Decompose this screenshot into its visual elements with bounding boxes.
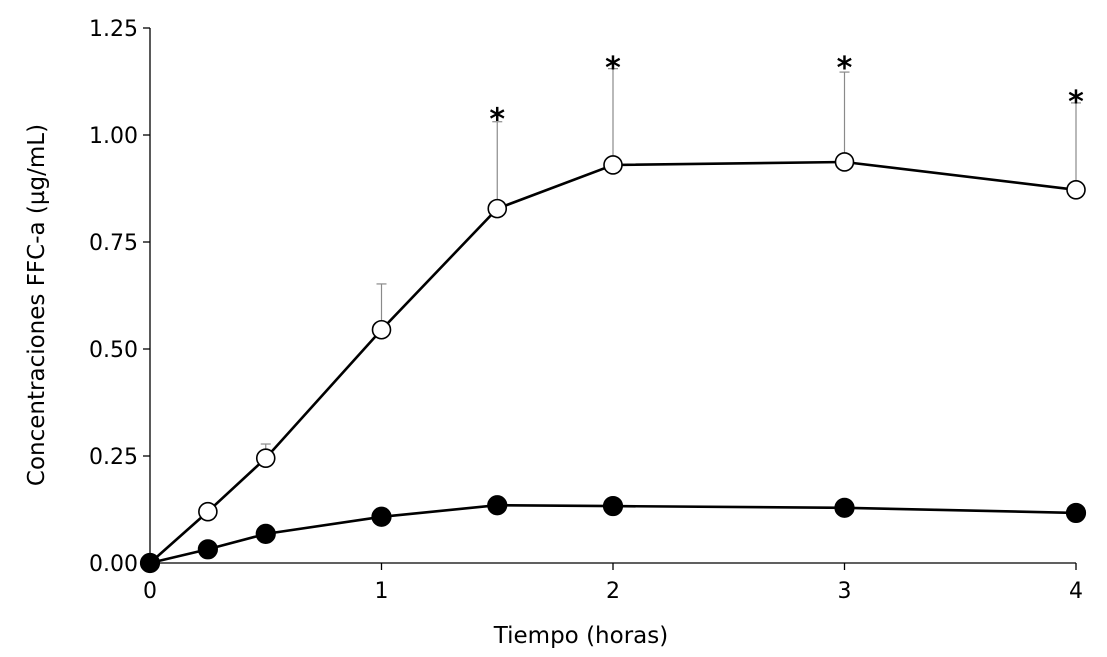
- x-axis-title: Tiempo (horas): [493, 623, 668, 649]
- series-points: [139, 152, 1087, 574]
- significance-annotations: * * * *: [489, 51, 1084, 137]
- y-tick-label: 0.25: [89, 445, 138, 470]
- filled-circle-point: [371, 506, 392, 527]
- open-circle-point: [487, 198, 508, 219]
- filled-circle-point: [834, 497, 855, 518]
- filled-circle-point: [487, 495, 508, 516]
- filled-circle-point: [197, 539, 218, 560]
- significance-marker: *: [489, 102, 505, 137]
- x-tick-label: 1: [375, 579, 389, 604]
- x-tick-label: 0: [143, 579, 157, 604]
- y-tick-label: 0.00: [89, 552, 138, 577]
- open-circle-point: [603, 155, 623, 175]
- open-circle-point: [834, 152, 855, 172]
- filled-circle-point: [1065, 502, 1087, 524]
- error-bars: [260, 68, 1081, 517]
- significance-marker: *: [837, 51, 853, 86]
- series-line-0: [149, 160, 1077, 564]
- open-circle-point: [1066, 179, 1086, 200]
- open-circle-point: [255, 448, 276, 468]
- filled-circle-point: [255, 523, 276, 544]
- filled-circle-point: [602, 495, 624, 517]
- y-axis-ticks: 0.00 0.25 0.50 0.75 1.00 1.25: [89, 17, 150, 577]
- y-tick-label: 0.50: [89, 338, 138, 363]
- x-axis-ticks: 0 1 2 3 4: [143, 563, 1083, 604]
- y-tick-label: 0.75: [89, 231, 138, 256]
- filled-circle-point: [139, 552, 161, 574]
- open-circle-point: [371, 319, 392, 340]
- x-tick-label: 3: [838, 579, 852, 604]
- x-tick-label: 4: [1069, 579, 1083, 604]
- significance-marker: *: [605, 51, 621, 86]
- y-tick-label: 1.25: [89, 17, 138, 42]
- y-axis-title: Concentraciones FFC-a (µg/mL): [24, 124, 50, 486]
- y-tick-label: 1.00: [89, 124, 138, 149]
- significance-marker: *: [1068, 85, 1084, 120]
- open-circle-point: [198, 501, 218, 522]
- x-tick-label: 2: [606, 579, 620, 604]
